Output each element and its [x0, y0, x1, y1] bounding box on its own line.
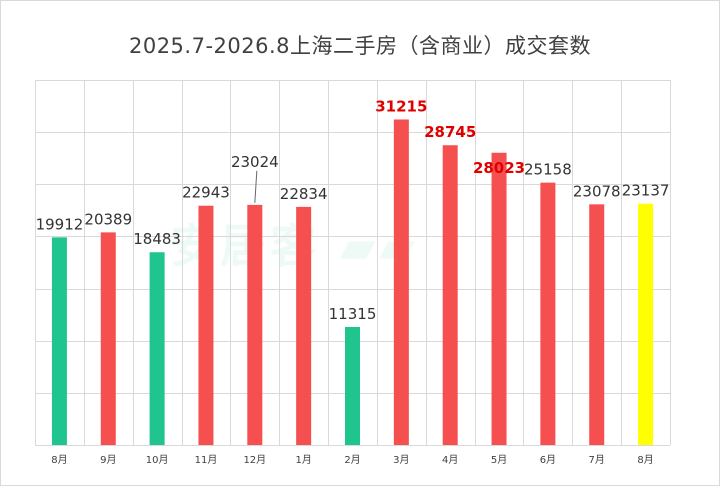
- bar-1: [100, 232, 116, 445]
- x-tick-1: 9月: [100, 454, 116, 466]
- data-label-5: 22834: [280, 185, 328, 203]
- data-label-6: 11315: [329, 305, 377, 323]
- bar-0: [51, 237, 67, 445]
- leader-line: [254, 170, 258, 203]
- data-label-7: 31215: [375, 97, 427, 115]
- bar-7: [393, 119, 409, 446]
- bar-2: [149, 252, 165, 445]
- x-tick-9: 5月: [491, 454, 507, 466]
- x-tick-7: 3月: [393, 454, 409, 466]
- x-tick-2: 10月: [146, 454, 169, 466]
- data-label-9: 28023: [473, 159, 525, 177]
- data-label-1: 20389: [84, 210, 132, 228]
- bar-12: [638, 203, 654, 445]
- x-tick-4: 12月: [243, 454, 266, 466]
- bar-6: [345, 327, 360, 445]
- x-tick-12: 8月: [637, 454, 653, 466]
- bar-5: [296, 206, 312, 445]
- grid-lines: [35, 80, 671, 446]
- x-tick-8: 4月: [442, 454, 458, 466]
- data-label-4: 23024: [231, 153, 279, 171]
- data-label-3: 22943: [182, 184, 230, 202]
- data-label-0: 19912: [36, 215, 84, 233]
- bar-8: [442, 145, 458, 445]
- bar-3: [198, 205, 214, 445]
- x-tick-10: 6月: [540, 454, 556, 466]
- data-label-12: 23137: [622, 182, 670, 200]
- bar-10: [540, 182, 556, 445]
- x-tick-0: 8月: [51, 454, 67, 466]
- bars: [51, 119, 654, 446]
- bar-9: [491, 152, 507, 446]
- bar-11: [589, 204, 605, 445]
- x-tick-3: 11月: [195, 454, 218, 466]
- data-label-11: 23078: [573, 182, 621, 200]
- x-tick-6: 2月: [344, 454, 360, 466]
- x-tick-5: 1月: [295, 454, 311, 466]
- chart-title: 2025.7-2026.8上海二手房（含商业）成交套数: [128, 34, 592, 58]
- data-label-2: 18483: [133, 230, 181, 248]
- x-tick-11: 7月: [589, 454, 605, 466]
- x-tick-labels: 8月 9月 10月 11月 12月 1月 2月 3月 4月 5月 6月 7月 8月: [51, 454, 654, 466]
- bar-4: [247, 204, 263, 445]
- data-label-8: 28745: [424, 123, 476, 141]
- data-label-10: 25158: [524, 161, 572, 179]
